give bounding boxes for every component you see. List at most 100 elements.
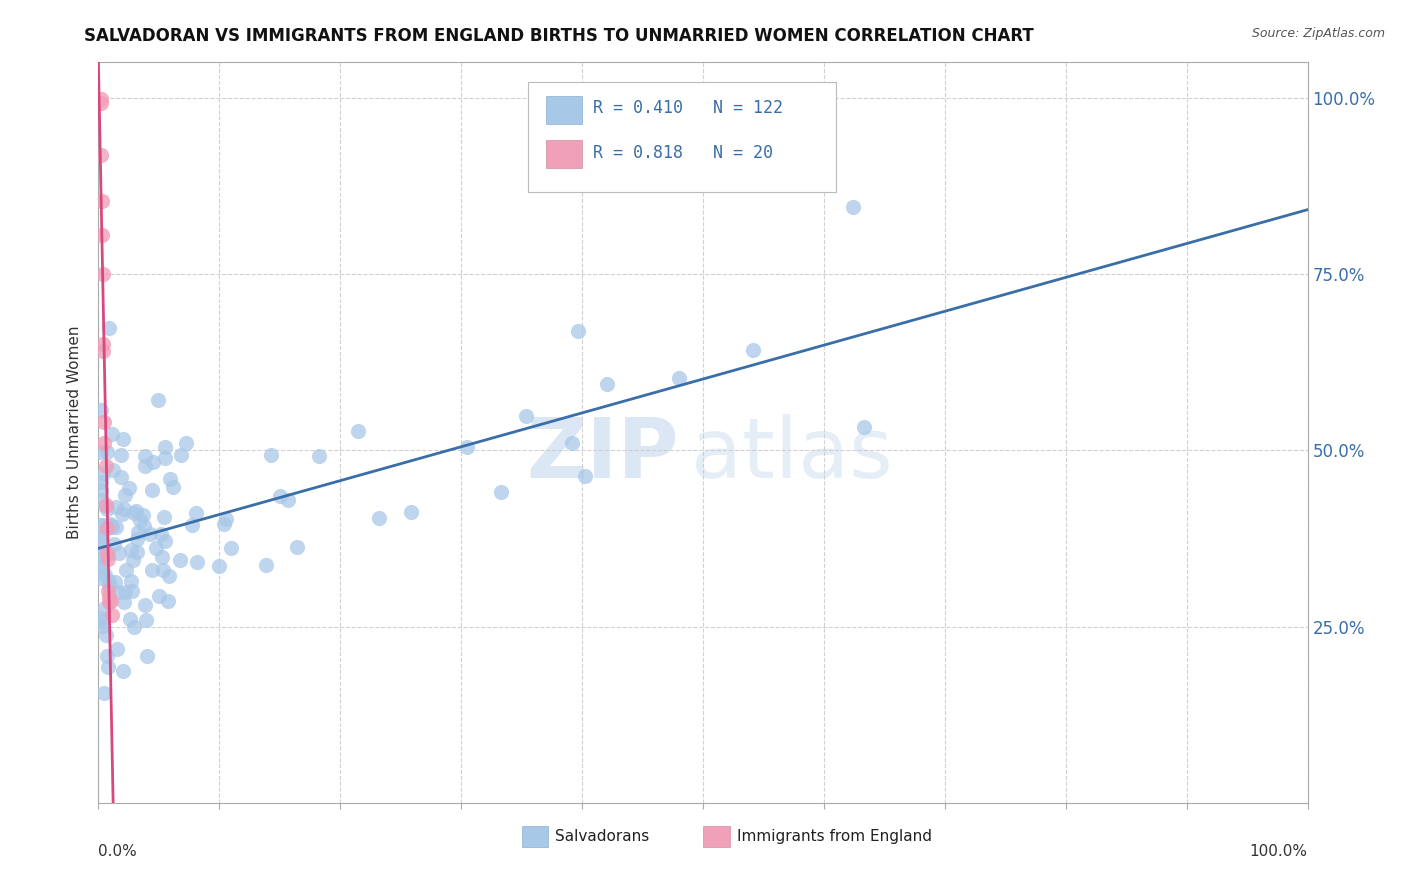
Text: R = 0.818   N = 20: R = 0.818 N = 20 <box>593 144 773 161</box>
Point <box>98 579 121 593</box>
Point <box>152 563 174 577</box>
Point <box>91 337 114 351</box>
Point <box>90 614 112 628</box>
FancyBboxPatch shape <box>703 827 730 847</box>
Point <box>122 506 145 520</box>
Point <box>90 530 112 544</box>
Point <box>120 574 142 588</box>
Point <box>90 533 112 547</box>
Point <box>90 611 112 625</box>
Point <box>96 501 118 516</box>
Point <box>100 593 122 607</box>
Point <box>94 459 117 474</box>
Point <box>120 543 142 558</box>
Point <box>112 595 135 609</box>
Point <box>134 450 156 464</box>
Point <box>170 448 193 462</box>
Point <box>169 552 191 566</box>
Point <box>103 463 125 477</box>
Point <box>574 469 596 483</box>
Point <box>93 435 115 450</box>
Point <box>104 575 127 590</box>
Text: atlas: atlas <box>690 414 893 495</box>
Point <box>90 403 112 417</box>
Point <box>90 444 112 458</box>
Point <box>159 471 181 485</box>
Point <box>285 540 308 554</box>
Point <box>115 563 138 577</box>
Point <box>94 628 117 642</box>
Point <box>277 493 299 508</box>
Point <box>91 619 114 633</box>
Point <box>93 415 115 429</box>
Point <box>98 516 121 531</box>
Point <box>114 487 136 501</box>
Point <box>127 525 149 540</box>
Text: Immigrants from England: Immigrants from England <box>737 830 932 845</box>
Point <box>101 519 124 533</box>
Point <box>91 549 114 563</box>
Point <box>269 489 291 503</box>
Point <box>98 595 121 609</box>
Point <box>219 541 242 555</box>
Point <box>90 493 112 508</box>
Point <box>347 424 370 438</box>
Point <box>141 563 163 577</box>
Point <box>90 475 112 489</box>
Point <box>118 481 141 495</box>
Point <box>135 649 157 664</box>
Point <box>399 505 422 519</box>
Point <box>112 664 135 678</box>
Text: R = 0.410   N = 122: R = 0.410 N = 122 <box>593 99 783 118</box>
Point <box>97 584 120 599</box>
Point <box>93 467 115 481</box>
Point <box>128 512 150 526</box>
Text: 100.0%: 100.0% <box>1250 844 1308 858</box>
Point <box>96 546 118 560</box>
Point <box>308 449 330 463</box>
Point <box>103 537 125 551</box>
Point <box>215 512 238 526</box>
Point <box>91 343 114 358</box>
Point <box>91 267 114 281</box>
Point <box>90 483 112 497</box>
Point <box>90 571 112 585</box>
Point <box>842 200 865 214</box>
Point <box>742 343 765 357</box>
Point <box>142 455 165 469</box>
Point <box>212 516 235 531</box>
Point <box>91 518 114 533</box>
Point <box>100 608 122 623</box>
Point <box>100 426 122 441</box>
Y-axis label: Births to Unmarried Women: Births to Unmarried Women <box>67 326 83 540</box>
Point <box>124 620 146 634</box>
Point <box>94 498 117 512</box>
Point <box>139 526 162 541</box>
Point <box>152 509 174 524</box>
Point <box>120 612 142 626</box>
Point <box>176 436 198 450</box>
Point <box>98 518 121 533</box>
Point <box>668 371 690 385</box>
Point <box>93 686 115 700</box>
Point <box>561 436 583 450</box>
Point <box>367 511 389 525</box>
Point <box>114 585 136 599</box>
Point <box>134 458 156 473</box>
Point <box>121 552 143 566</box>
Point <box>97 321 120 335</box>
Point <box>108 546 131 560</box>
Point <box>148 589 170 603</box>
Point <box>150 549 173 564</box>
Point <box>90 559 112 574</box>
Text: Source: ZipAtlas.com: Source: ZipAtlas.com <box>1251 27 1385 40</box>
Point <box>91 227 114 242</box>
Point <box>105 520 128 534</box>
Text: SALVADORAN VS IMMIGRANTS FROM ENGLAND BIRTHS TO UNMARRIED WOMEN CORRELATION CHAR: SALVADORAN VS IMMIGRANTS FROM ENGLAND BI… <box>84 27 1033 45</box>
Point <box>146 393 169 408</box>
Point <box>134 598 156 612</box>
Point <box>104 500 127 514</box>
Point <box>98 591 121 605</box>
Point <box>112 502 135 516</box>
Point <box>157 594 180 608</box>
